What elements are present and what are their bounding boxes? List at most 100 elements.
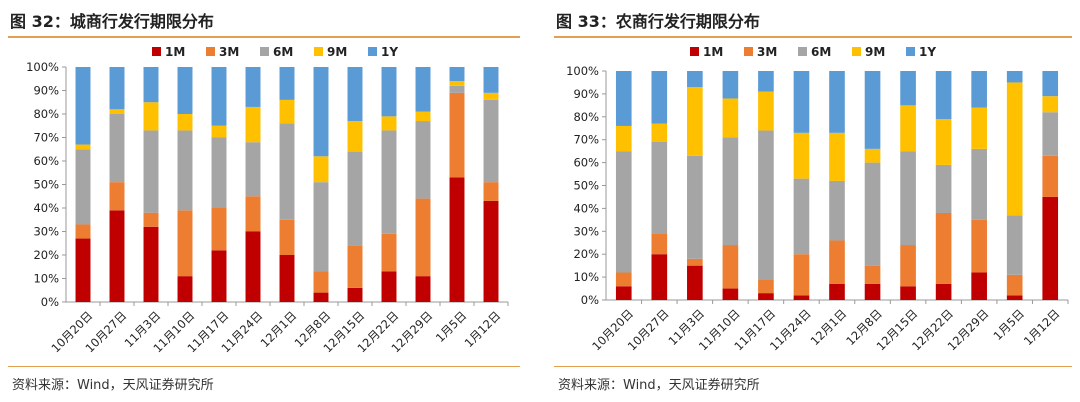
source-note: 资料来源：Wind，天风证券研究所 — [12, 378, 214, 393]
bar-segment-3m — [143, 212, 159, 227]
bar-segment-1m — [900, 286, 916, 300]
legend-swatch-3m — [206, 47, 215, 56]
bar-segment-1y — [722, 71, 739, 99]
bar-segment-3m — [758, 279, 774, 294]
bar-segment-3m — [177, 210, 193, 277]
y-tick-label: 40% — [33, 201, 59, 215]
bar-segment-9m — [75, 144, 91, 150]
y-tick-label: 0% — [41, 295, 59, 309]
bar-segment-1m — [793, 295, 810, 300]
bar-segment-3m — [211, 208, 227, 251]
bar-segment-9m — [900, 105, 916, 152]
bar-segment-6m — [1042, 112, 1059, 156]
source-note: 资料来源：Wind，天风证券研究所 — [558, 378, 760, 393]
bar-segment-1y — [211, 67, 227, 126]
legend-swatch-1y — [906, 47, 915, 56]
chart-panel-city-banks: 图 32：城商行发行期限分布 1M 3M 6M 9M 1Y 0% 10% 20% 30% 40% 5… — [0, 0, 528, 402]
bar-segment-1m — [415, 276, 431, 302]
bar-segment-6m — [971, 148, 987, 220]
bar-segment-1y — [109, 67, 125, 110]
bar-segment-3m — [1042, 155, 1059, 197]
bar-segment-6m — [758, 130, 774, 280]
legend-label: 1Y — [919, 45, 936, 59]
bar-segment-1m — [1006, 295, 1023, 300]
bar-segment-1y — [864, 71, 881, 149]
bar-segment-3m — [347, 245, 363, 288]
legend-swatch-3m — [744, 47, 753, 56]
bar-segment-3m — [313, 271, 329, 293]
bar-segment-1y — [615, 71, 632, 126]
bar-segment-1m — [211, 250, 227, 302]
bar-segment-1y — [687, 71, 703, 88]
y-tick-label: 10% — [573, 270, 599, 284]
bar-segment-1m — [177, 276, 193, 302]
bar-segment-1m — [971, 272, 987, 300]
bar-segment-6m — [313, 182, 329, 272]
bar-segment-1y — [245, 67, 261, 107]
bar-segment-9m — [347, 121, 363, 152]
bar-segment-6m — [687, 155, 703, 259]
y-tick-label: 70% — [573, 133, 599, 147]
bar-segment-1m — [1042, 196, 1059, 300]
bar-segment-6m — [900, 151, 916, 246]
bar-segment-1y — [651, 71, 668, 124]
bar-segment-9m — [793, 132, 810, 179]
bar-segment-6m — [651, 141, 668, 234]
bar-segment-9m — [1042, 96, 1059, 113]
legend-label: 1M — [703, 45, 723, 59]
legend-label: 3M — [219, 45, 239, 59]
bar-segment-1y — [75, 67, 91, 145]
bar-segment-6m — [483, 99, 499, 183]
legend-swatch-6m — [260, 47, 269, 56]
bar-segment-1y — [935, 71, 952, 120]
bar-segment-9m — [449, 81, 465, 86]
y-tick-label: 80% — [573, 110, 599, 124]
y-tick-label: 100% — [26, 60, 59, 74]
x-tick-label: 1月12日 — [1021, 306, 1063, 348]
bar-segment-1m — [483, 200, 499, 302]
bar-segment-9m — [415, 111, 431, 122]
legend-swatch-9m — [852, 47, 861, 56]
title-divider — [8, 36, 520, 38]
bar-segment-6m — [1006, 215, 1023, 275]
chart-panel-rural-banks: 图 33：农商行发行期限分布 1M 3M 6M 9M 1Y 0% 10% 20% 30% 40% 5… — [546, 0, 1080, 402]
bar-segment-1y — [758, 71, 774, 92]
legend-swatch-1m — [152, 47, 161, 56]
bar-segment-1m — [615, 286, 632, 300]
bar-segment-9m — [971, 107, 987, 149]
bar-segment-1y — [449, 67, 465, 82]
y-tick-label: 10% — [33, 272, 59, 286]
stacked-bar-chart: 1M 3M 6M 9M 1Y 0% 10% 20% 30% 40% 50% 60% 70% 80% 90% 1… — [566, 45, 1069, 353]
bar-segment-1m — [651, 254, 668, 300]
legend-swatch-6m — [798, 47, 807, 56]
bar-segment-3m — [864, 265, 881, 284]
bar-segment-3m — [935, 212, 952, 284]
bar-segment-1y — [415, 67, 431, 112]
bar-segment-1m — [347, 287, 363, 302]
bar-segment-1m — [722, 288, 739, 300]
bar-segment-3m — [449, 92, 465, 178]
bar-segment-1m — [381, 271, 397, 302]
bar-segment-1m — [143, 226, 159, 302]
bar-segment-6m — [381, 130, 397, 234]
bar-segment-1m — [449, 177, 465, 302]
bar-segment-6m — [211, 137, 227, 208]
x-tick-label: 1月12日 — [462, 308, 504, 350]
bar-segment-1y — [143, 67, 159, 103]
bar-segment-1m — [279, 255, 295, 302]
legend-label: 6M — [273, 45, 293, 59]
bar-segment-1y — [1006, 71, 1023, 83]
legend-swatch-1y — [368, 47, 377, 56]
bar-segment-9m — [935, 119, 952, 165]
bar-segment-9m — [722, 98, 739, 138]
y-tick-label: 20% — [573, 247, 599, 261]
bar-segment-1m — [687, 265, 703, 300]
legend-label: 9M — [327, 45, 347, 59]
y-tick-label: 100% — [566, 64, 599, 78]
bar-segment-1m — [829, 283, 845, 300]
bar-segment-1m — [245, 231, 261, 302]
bar-segment-9m — [109, 109, 125, 114]
bar-segment-1y — [793, 71, 810, 133]
bar-segment-1y — [347, 67, 363, 122]
y-tick-label: 20% — [33, 248, 59, 262]
